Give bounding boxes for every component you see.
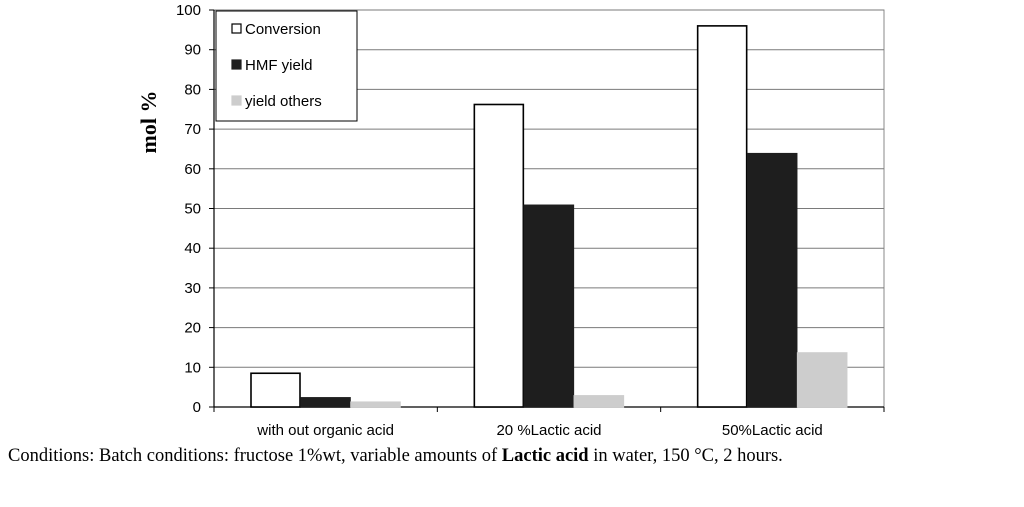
bar-conversion: [250, 372, 301, 408]
y-axis-label: mol %: [136, 91, 161, 154]
bar-yield-others: [796, 352, 848, 408]
caption-prefix: Conditions: Batch conditions: fructose 1…: [8, 446, 502, 466]
y-tick-label: 100: [176, 2, 201, 19]
y-tick-label: 10: [184, 359, 201, 376]
y-tick-label: 20: [184, 320, 201, 337]
tick-labels: 0 10 20 30 40 50 60 70 80 90 100 with out organic a…: [176, 2, 823, 439]
bar-hmf-yield: [746, 152, 798, 408]
chart: 0 10 20 30 40 50 60 70 80 90 100 with out organic a…: [136, 2, 885, 439]
y-tick-label: 0: [193, 399, 201, 416]
legend-swatch: [231, 59, 242, 70]
bar-hmf-yield: [300, 397, 351, 408]
y-tick-label: 50: [184, 201, 201, 218]
x-tick-label: 20 %Lactic acid: [496, 422, 601, 439]
bar-yield-others: [350, 401, 401, 408]
caption-suffix: in water, 150 °C, 2 hours.: [588, 446, 783, 466]
y-tick-label: 60: [184, 161, 201, 178]
y-tick-label: 30: [184, 280, 201, 297]
legend-label: HMF yield: [245, 57, 313, 74]
bar-hmf-yield: [523, 204, 575, 408]
bars: [250, 25, 848, 408]
legend-label: Conversion: [245, 21, 321, 38]
bar-conversion: [696, 25, 748, 408]
caption-bold-term: Lactic acid: [501, 446, 589, 466]
x-tick-label: 50%Lactic acid: [722, 422, 823, 439]
legend: Conversion HMF yield yield others: [215, 10, 358, 122]
bar-yield-others: [573, 395, 625, 408]
figure-caption: Conditions: Batch conditions: fructose 1…: [8, 442, 1018, 470]
x-tick-label: with out organic acid: [256, 422, 394, 439]
legend-label: yield others: [245, 93, 322, 110]
y-tick-label: 90: [184, 42, 201, 59]
bar-conversion: [473, 103, 525, 408]
y-tick-label: 40: [184, 240, 201, 257]
y-tick-label: 70: [184, 121, 201, 138]
y-tick-label: 80: [184, 81, 201, 98]
legend-swatch: [231, 23, 242, 34]
legend-swatch: [231, 95, 242, 106]
